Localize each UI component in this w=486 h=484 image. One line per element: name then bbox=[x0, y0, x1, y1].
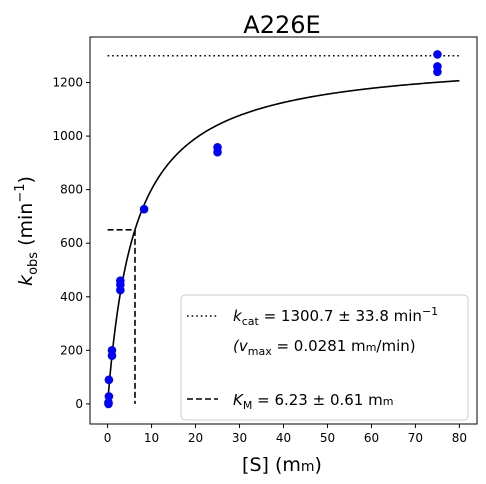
y-axis-label: kobs (min−1) bbox=[13, 176, 41, 286]
data-point bbox=[433, 50, 442, 59]
data-point bbox=[107, 346, 117, 355]
y-tick-label: 1000 bbox=[52, 129, 83, 143]
y-tick-label: 1200 bbox=[52, 76, 83, 90]
legend: kcat = 1300.7 ± 33.8 min−1 (vmax = 0.028… bbox=[180, 294, 469, 421]
x-tick-label: 60 bbox=[364, 431, 379, 445]
x-tick-label: 40 bbox=[276, 431, 291, 445]
data-points bbox=[104, 50, 442, 409]
x-tick-label: 0 bbox=[104, 431, 112, 445]
y-axis-label-k: k bbox=[15, 274, 37, 286]
x-axis-label-main: [S] (m bbox=[242, 454, 301, 476]
legend-box bbox=[180, 294, 469, 421]
y-tick-label: 400 bbox=[60, 290, 83, 304]
x-axis-label-unit: m bbox=[301, 459, 315, 475]
y-tick-label: 600 bbox=[60, 236, 83, 250]
chart-title: A226E bbox=[243, 11, 320, 39]
x-axis-label: [S] (mm) bbox=[242, 454, 322, 476]
x-tick-label: 10 bbox=[144, 431, 159, 445]
y-tick-label: 800 bbox=[60, 183, 83, 197]
data-point bbox=[116, 276, 125, 286]
reference-lines bbox=[107, 54, 460, 404]
y-axis-label-sup: −1 bbox=[13, 183, 28, 202]
x-axis-label-close: ) bbox=[315, 454, 322, 476]
y-axis-label-close: ) bbox=[15, 176, 37, 183]
x-tick-label: 70 bbox=[408, 431, 423, 445]
data-point bbox=[213, 143, 222, 152]
legend-kcat-label: kcat = 1300.7 ± 33.8 min−1 bbox=[233, 305, 438, 328]
data-point bbox=[104, 392, 114, 401]
y-axis-label-unit: (min bbox=[15, 203, 37, 252]
y-tick-label: 200 bbox=[60, 343, 83, 357]
plot-area bbox=[89, 36, 478, 425]
data-point bbox=[104, 398, 113, 407]
x-axis-ticks: 0 10 20 30 40 50 60 70 80 bbox=[104, 424, 467, 445]
legend-km-label: KM = 6.23 ± 0.61 mm bbox=[233, 391, 393, 412]
data-point bbox=[139, 204, 149, 214]
x-tick-label: 30 bbox=[232, 431, 247, 445]
data-point bbox=[433, 62, 442, 71]
y-axis-ticks: 0 200 400 600 800 1000 1200 bbox=[52, 76, 90, 411]
x-tick-label: 80 bbox=[452, 431, 467, 445]
data-point bbox=[104, 375, 114, 385]
y-tick-label: 0 bbox=[75, 397, 83, 411]
x-tick-label: 50 bbox=[320, 431, 335, 445]
x-tick-label: 20 bbox=[188, 431, 203, 445]
y-axis-label-sub: obs bbox=[26, 252, 41, 275]
legend-vmax-label: (vmax = 0.0281 mm/min) bbox=[233, 337, 416, 358]
fit-curve bbox=[106, 79, 460, 404]
